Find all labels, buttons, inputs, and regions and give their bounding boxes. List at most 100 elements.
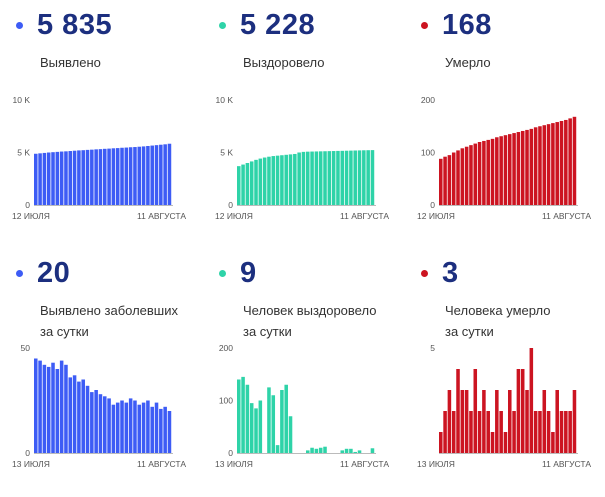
- stat-panel-3: 20 Выявлено заболевших за сутки 50 0 13 ИЮЛЯ 1…: [0, 248, 190, 488]
- bar: [443, 411, 447, 453]
- bar: [529, 128, 534, 206]
- stat-label-line: Умерло: [445, 55, 491, 70]
- bar: [42, 364, 47, 453]
- bar: [64, 364, 68, 453]
- bar: [473, 143, 478, 205]
- bar-chart: 10 K 5 K 012 ИЮЛЯ 11 АВГУСТА: [215, 95, 389, 221]
- bar-chart: 50 013 ИЮЛЯ 11 АВГУСТА: [12, 343, 186, 469]
- bar: [258, 400, 263, 453]
- stat-label: Выздоровело: [243, 52, 403, 73]
- y-tick-label: 50: [21, 343, 31, 353]
- bar: [51, 362, 55, 453]
- bar: [249, 403, 254, 454]
- bar: [133, 400, 137, 453]
- bar: [68, 377, 73, 453]
- bar: [167, 411, 172, 453]
- stat-label-line: Человек выздоровело: [243, 303, 377, 318]
- bar: [90, 392, 94, 453]
- bar: [241, 376, 245, 454]
- x-end-label: 11 АВГУСТА: [542, 459, 591, 469]
- stat-label-line: за сутки: [445, 324, 494, 339]
- bar: [245, 384, 250, 453]
- bar: [280, 155, 284, 205]
- bar: [464, 146, 469, 205]
- bar: [564, 411, 568, 453]
- bar: [254, 159, 258, 205]
- legend-dot-icon: [421, 21, 428, 29]
- bar: [306, 450, 310, 454]
- stat-label: Человека умерло за сутки: [445, 300, 605, 342]
- stat-panel-0: 5 835 Выявлено 10 K 5 K 0 12 ИЮЛЯ 11 АВГУСТА: [0, 0, 190, 240]
- bar: [38, 360, 42, 453]
- bar: [469, 411, 473, 453]
- x-start-label: 13 ИЮЛЯ: [215, 459, 253, 469]
- bar: [81, 150, 85, 205]
- bar: [314, 448, 319, 453]
- bar: [559, 411, 564, 453]
- bar: [141, 402, 146, 453]
- bar: [163, 406, 167, 453]
- bar: [141, 146, 146, 205]
- bar: [137, 404, 142, 453]
- bar: [137, 146, 142, 205]
- bar: [551, 123, 555, 205]
- bar: [159, 408, 163, 453]
- stat-panel-2: 168 Умерло 200 100 0 12 ИЮЛЯ 11 АВГУСТА: [405, 0, 595, 240]
- bar: [443, 156, 447, 205]
- bar: [51, 152, 55, 205]
- bar: [546, 411, 551, 453]
- x-start-label: 12 ИЮЛЯ: [12, 211, 50, 221]
- bar: [249, 161, 254, 205]
- bar: [103, 396, 107, 453]
- bar: [280, 390, 284, 453]
- stat-label-line: за сутки: [40, 324, 89, 339]
- stat-value: 5 228: [240, 9, 316, 41]
- bar: [482, 140, 486, 205]
- bar: [546, 124, 551, 205]
- bar: [533, 411, 538, 453]
- bar: [323, 151, 327, 205]
- bar: [46, 152, 51, 205]
- bar: [366, 150, 370, 205]
- bar: [349, 448, 353, 453]
- bar: [520, 369, 525, 453]
- bar: [542, 125, 547, 205]
- bar: [357, 450, 362, 454]
- bar: [64, 151, 68, 205]
- x-start-label: 13 ИЮЛЯ: [12, 459, 50, 469]
- bar: [241, 164, 245, 205]
- bar: [439, 158, 443, 205]
- stat-label-line: Выздоровело: [243, 55, 325, 70]
- bar: [77, 150, 81, 205]
- bar: [124, 402, 129, 453]
- bar: [42, 152, 47, 205]
- bar: [344, 448, 349, 453]
- bar: [154, 145, 159, 205]
- bar: [107, 398, 111, 453]
- bar: [237, 166, 241, 205]
- bar: [482, 390, 486, 453]
- bar: [271, 156, 276, 205]
- bar: [115, 148, 120, 205]
- bar: [503, 135, 508, 205]
- bar: [529, 348, 534, 453]
- bar: [128, 147, 133, 205]
- bar: [133, 147, 137, 205]
- x-end-label: 11 АВГУСТА: [340, 211, 389, 221]
- stat-panel-4: 9 Человек выздоровело за сутки 200 100 0 13 ИЮ…: [203, 248, 393, 488]
- bar: [237, 379, 241, 453]
- bar: [98, 394, 103, 453]
- bar: [124, 147, 129, 205]
- bar: [159, 144, 163, 205]
- bar: [525, 129, 529, 205]
- stat-panel-5: 3 Человека умерло за сутки 5 13 ИЮЛЯ 11 АВГУС…: [405, 248, 595, 488]
- bar: [111, 404, 116, 453]
- bar: [111, 148, 116, 205]
- bar-chart: 10 K 5 K 012 ИЮЛЯ 11 АВГУСТА: [12, 95, 186, 221]
- bar: [34, 358, 38, 453]
- stat-label-line: Выявлено: [40, 55, 101, 70]
- bar: [72, 150, 77, 205]
- stat-label: Выявлено: [40, 52, 200, 73]
- stat-panel-1: 5 228 Выздоровело 10 K 5 K 0 12 ИЮЛЯ 11 АВГУСТ…: [203, 0, 393, 240]
- bar: [90, 149, 94, 205]
